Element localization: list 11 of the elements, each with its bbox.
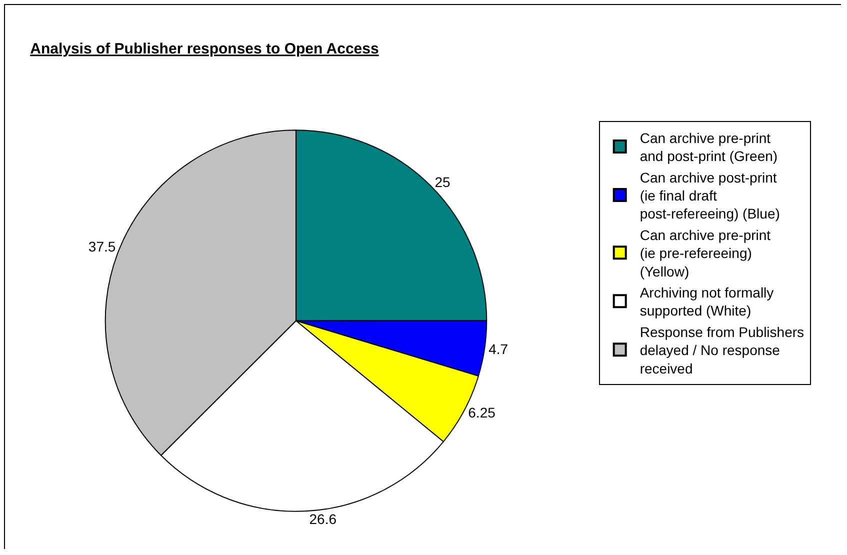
data-label: 4.7 bbox=[488, 340, 508, 357]
legend-label: Can archive pre-print and post-print (Green) bbox=[640, 130, 778, 164]
legend-label: Response from Publishers delayed / No response received bbox=[640, 324, 804, 376]
data-label: 25 bbox=[434, 174, 451, 190]
data-label: 6.25 bbox=[468, 404, 496, 420]
data-label: 37.5 bbox=[88, 238, 116, 255]
legend-label: Archiving not formally supported (White) bbox=[640, 284, 774, 319]
chart-title: Analysis of Publisher responses to Open Access bbox=[30, 40, 379, 58]
legend-label: Can archive pre-print (ie pre-refereeing) (Yellow) bbox=[640, 226, 771, 280]
legend-label: Can archive post-print (ie final draft post-refereeing) (Blue) bbox=[640, 169, 780, 222]
data-label: 26.6 bbox=[309, 511, 337, 528]
